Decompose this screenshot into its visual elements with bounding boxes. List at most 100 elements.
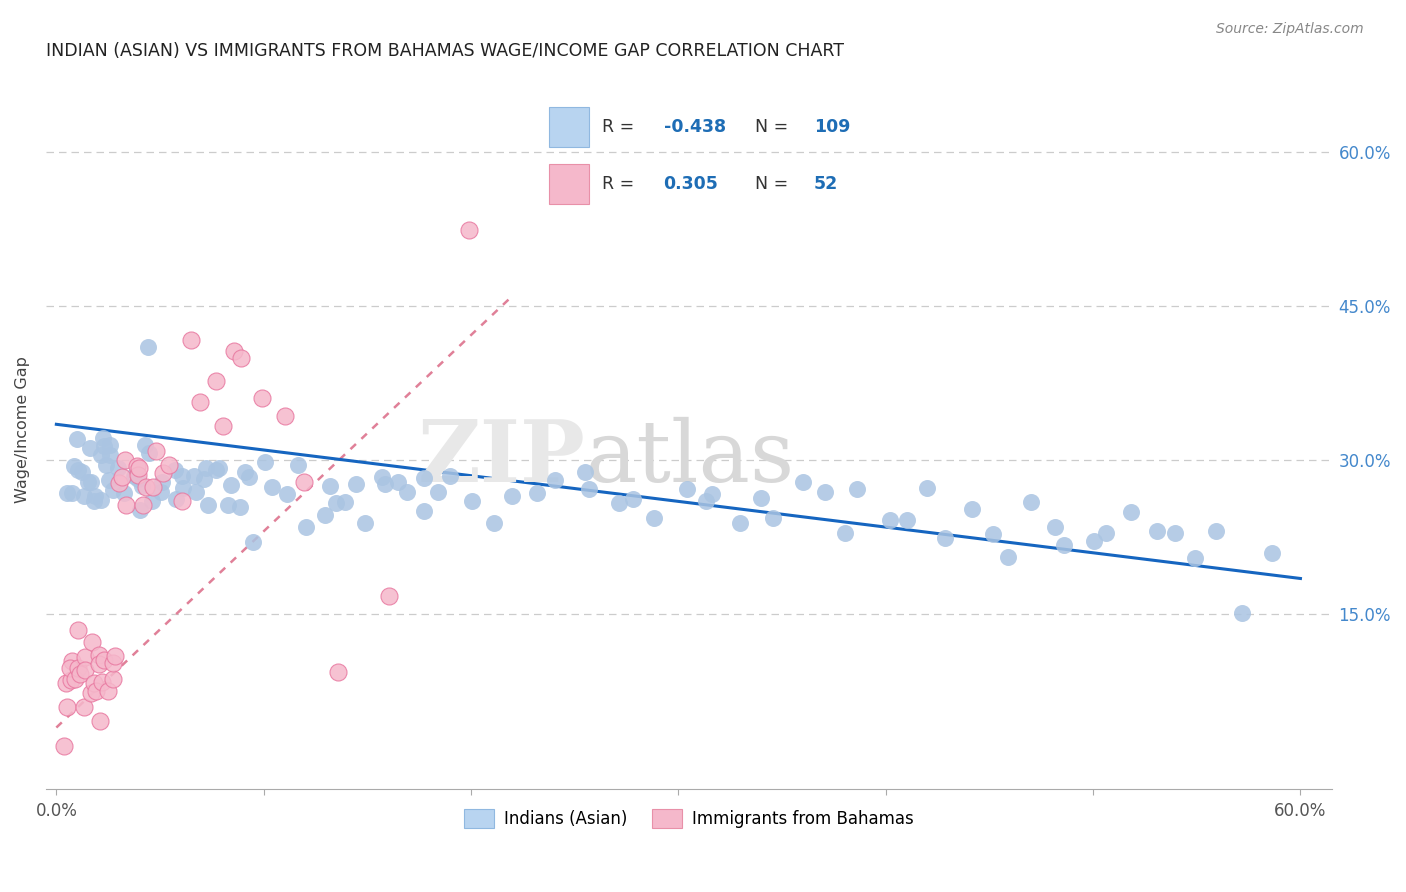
Point	[238, 469, 260, 483]
Point	[165, 463, 187, 477]
Point	[180, 333, 202, 347]
Point	[63, 458, 86, 473]
Point	[208, 461, 231, 475]
Point	[131, 478, 153, 492]
Point	[325, 496, 347, 510]
Point	[574, 465, 596, 479]
Point	[643, 511, 665, 525]
Point	[526, 486, 548, 500]
Point	[412, 470, 434, 484]
Point	[1095, 526, 1118, 541]
Point	[134, 438, 156, 452]
Point	[83, 494, 105, 508]
Point	[544, 473, 567, 487]
Y-axis label: Wage/Income Gap: Wage/Income Gap	[15, 356, 30, 503]
Point	[217, 498, 239, 512]
Point	[273, 409, 295, 423]
Point	[173, 481, 195, 495]
Point	[378, 589, 401, 603]
Point	[122, 469, 145, 483]
Point	[84, 683, 107, 698]
Point	[69, 666, 91, 681]
Point	[170, 494, 193, 508]
Point	[728, 516, 751, 531]
Point	[142, 480, 165, 494]
Point	[896, 513, 918, 527]
Point	[695, 494, 717, 508]
Point	[287, 458, 309, 473]
Point	[762, 510, 785, 524]
Point	[292, 475, 315, 490]
Point	[127, 472, 149, 486]
Point	[152, 466, 174, 480]
Point	[253, 455, 276, 469]
Point	[749, 491, 772, 505]
Point	[98, 448, 121, 462]
Point	[73, 490, 96, 504]
Point	[260, 480, 283, 494]
Point	[145, 443, 167, 458]
Point	[1230, 606, 1253, 620]
Point	[439, 468, 461, 483]
Point	[1083, 534, 1105, 549]
Point	[229, 500, 252, 515]
Point	[1119, 504, 1142, 518]
Point	[458, 222, 481, 236]
Point	[103, 672, 125, 686]
Point	[814, 484, 837, 499]
Point	[314, 508, 336, 522]
Point	[157, 458, 180, 472]
Point	[344, 476, 367, 491]
Point	[195, 460, 218, 475]
Point	[219, 478, 242, 492]
Point	[387, 475, 409, 490]
Point	[60, 654, 83, 668]
Point	[73, 700, 96, 714]
Point	[138, 446, 160, 460]
Point	[93, 653, 115, 667]
Point	[371, 469, 394, 483]
Point	[80, 475, 103, 489]
Point	[98, 438, 121, 452]
Point	[70, 465, 93, 479]
Point	[792, 475, 814, 489]
Point	[124, 468, 146, 483]
Point	[135, 480, 157, 494]
Point	[250, 391, 273, 405]
Point	[91, 674, 114, 689]
Point	[77, 475, 100, 490]
Point	[115, 498, 138, 512]
Point	[111, 470, 134, 484]
Point	[374, 477, 396, 491]
Point	[60, 486, 83, 500]
Point	[89, 714, 111, 728]
Point	[295, 519, 318, 533]
Point	[412, 503, 434, 517]
Point	[75, 649, 97, 664]
Point	[67, 463, 90, 477]
Point	[66, 660, 89, 674]
Point	[114, 453, 136, 467]
Point	[186, 485, 208, 500]
Point	[89, 657, 111, 671]
Point	[52, 739, 75, 753]
Point	[204, 374, 226, 388]
Point	[702, 487, 724, 501]
Point	[188, 395, 211, 409]
Point	[66, 624, 89, 638]
Point	[87, 648, 110, 663]
Point	[960, 502, 983, 516]
Point	[578, 483, 600, 497]
Point	[128, 461, 150, 475]
Point	[97, 474, 120, 488]
Point	[193, 472, 215, 486]
Point	[326, 665, 349, 679]
Point	[132, 498, 155, 512]
Point	[879, 514, 901, 528]
Point	[276, 487, 298, 501]
Point	[934, 531, 956, 545]
Point	[59, 661, 82, 675]
Point	[222, 343, 245, 358]
Text: Source: ZipAtlas.com: Source: ZipAtlas.com	[1216, 22, 1364, 37]
Point	[675, 483, 697, 497]
